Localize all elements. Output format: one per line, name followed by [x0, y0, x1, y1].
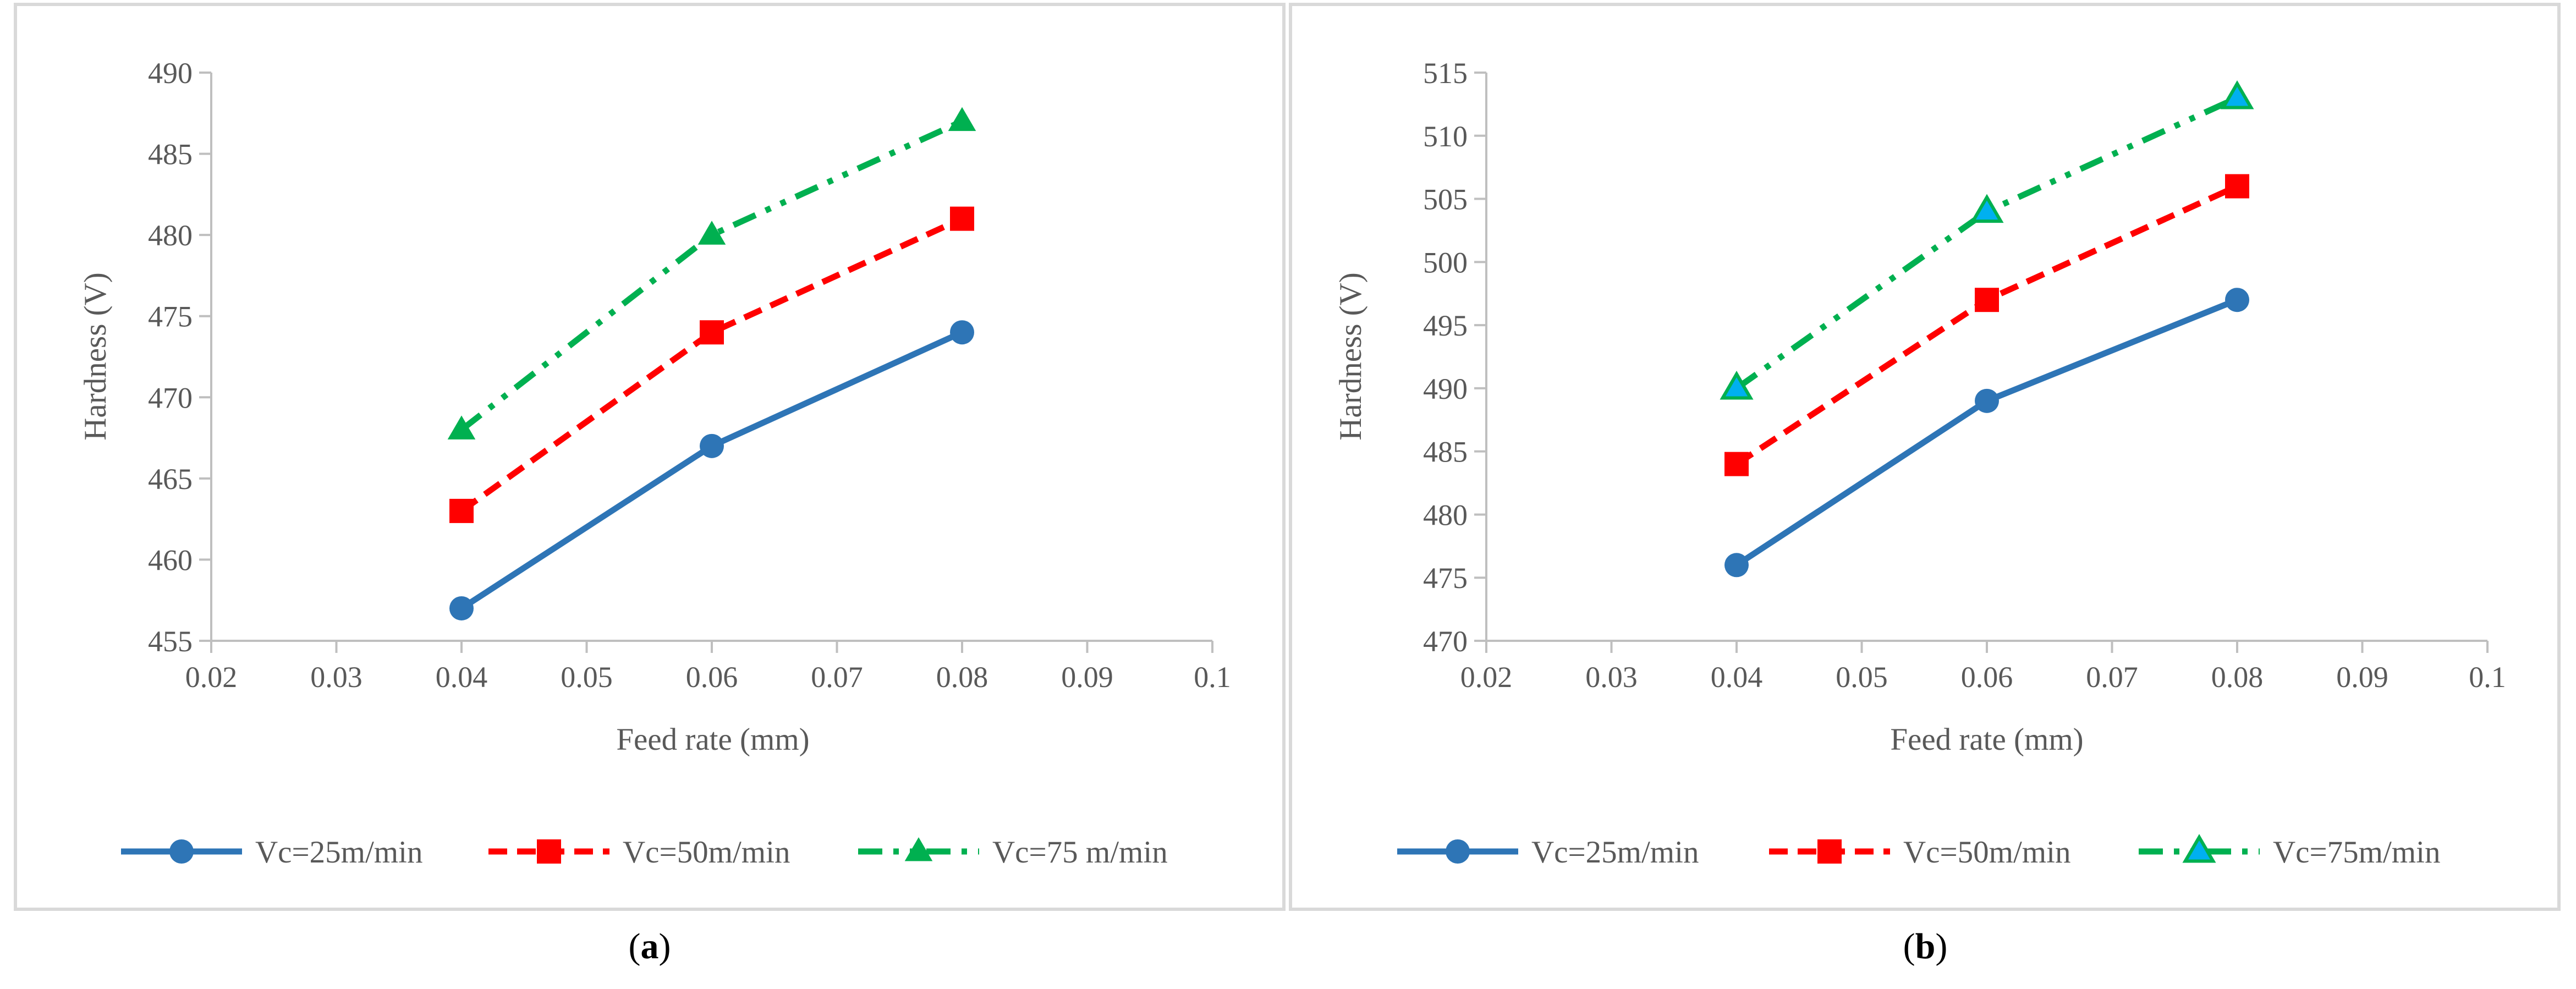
x-tick-label: 0.09 — [2336, 661, 2388, 694]
series-line — [1734, 95, 2239, 391]
x-tick-label: 0.02 — [1460, 661, 1513, 694]
x-axis-title: Feed rate (mm) — [616, 722, 809, 757]
data-point-square — [1817, 839, 1842, 864]
legend-label: Vc=25m/min — [255, 835, 422, 870]
caption-letter: a — [641, 926, 659, 966]
legend-label: Vc=25m/min — [1531, 835, 1699, 870]
data-point-circle — [2225, 288, 2249, 312]
y-tick-label: 455 — [148, 625, 193, 658]
data-point-circle — [700, 433, 724, 458]
data-point-circle — [1724, 553, 1749, 578]
x-tick-label: 0.08 — [936, 661, 988, 694]
caption-close-paren: ) — [659, 926, 671, 966]
caption-letter: b — [1915, 926, 1936, 966]
data-point-circle — [449, 596, 474, 620]
data-point-square — [1724, 452, 1749, 476]
data-point-square — [2225, 174, 2249, 199]
x-tick-label: 0.07 — [2086, 661, 2138, 694]
x-tick-label: 0.05 — [561, 661, 613, 694]
x-tick-label: 0.02 — [185, 661, 238, 694]
y-tick-label: 490 — [148, 57, 193, 90]
y-tick-label: 475 — [1423, 562, 1468, 595]
data-point-square — [537, 839, 561, 864]
chart-panel-b: Hardness (V) Feed rate (mm) 470 475 480 485… — [1289, 3, 2561, 966]
x-tick-label: 0.1 — [1194, 661, 1231, 694]
y-tick-label: 485 — [1423, 436, 1468, 469]
plot-area: 455 460 465 470 475 480 485 490 0.02 0.03 0.04 0.05… — [148, 57, 1231, 694]
x-tick-label: 0.06 — [1961, 661, 2013, 694]
data-point-triangle — [447, 415, 476, 439]
x-tick-label: 0.06 — [686, 661, 738, 694]
data-point-circle — [950, 320, 974, 345]
y-tick-label: 500 — [1423, 246, 1468, 279]
legend: Vc=25m/min Vc=50m/min Vc=75m/min — [1397, 834, 2440, 870]
x-tick-label: 0.09 — [1061, 661, 1113, 694]
data-point-square — [700, 320, 724, 345]
y-tick-label: 485 — [148, 138, 193, 171]
y-tick-label: 465 — [148, 463, 193, 496]
chart-panel-a: Hardness (V) Feed rate (mm) 455 460 465 470… — [14, 3, 1286, 966]
caption-open-paren: ( — [629, 926, 641, 966]
y-tick-label: 470 — [1423, 625, 1468, 658]
legend-label: Vc=50m/min — [1903, 835, 2070, 870]
y-tick-label: 480 — [148, 219, 193, 252]
x-tick-label: 0.08 — [2211, 661, 2264, 694]
data-point-square — [950, 206, 974, 231]
x-tick-label: 0.04 — [1711, 661, 1763, 694]
legend-label: Vc=50m/min — [623, 835, 790, 870]
y-tick-label: 475 — [148, 300, 193, 333]
legend: Vc=25m/min Vc=50m/min Vc=75 m/min — [121, 835, 1168, 870]
plot-area: 470 475 480 485 490 495 500 505 510 515 0.02 0.03 0.… — [1423, 57, 2506, 694]
x-tick-label: 0.05 — [1836, 661, 1888, 694]
y-tick-label: 505 — [1423, 183, 1468, 216]
series-line — [459, 216, 964, 514]
x-tick-label: 0.04 — [436, 661, 488, 694]
y-axis-title: Hardness (V) — [1333, 272, 1368, 440]
data-point-triangle — [948, 107, 976, 131]
data-point-triangle — [904, 837, 933, 861]
caption-open-paren: ( — [1903, 926, 1915, 966]
y-tick-label: 480 — [1423, 498, 1468, 531]
caption-close-paren: ) — [1935, 926, 1947, 966]
y-axis-title: Hardness (V) — [78, 272, 113, 440]
chart-area-border — [1289, 3, 2561, 911]
y-tick-label: 460 — [148, 543, 193, 576]
x-tick-label: 0.07 — [811, 661, 863, 694]
data-point-triangle — [2220, 80, 2254, 109]
data-point-triangle — [697, 221, 726, 245]
y-tick-label: 470 — [148, 381, 193, 414]
x-tick-label: 0.03 — [1585, 661, 1638, 694]
caption-a: (a) — [629, 926, 671, 966]
data-point-circle — [1446, 839, 1470, 864]
series-line — [459, 118, 964, 432]
legend-label: Vc=75 m/min — [992, 835, 1168, 870]
data-point-square — [1975, 288, 1999, 312]
data-point-triangle — [1720, 371, 1754, 400]
data-point-triangle — [1970, 194, 2004, 223]
data-point-circle — [1975, 388, 1999, 413]
data-point-circle — [169, 839, 194, 864]
legend-label: Vc=75m/min — [2273, 835, 2440, 870]
data-point-triangle — [2182, 834, 2216, 863]
caption-b: (b) — [1903, 926, 1948, 966]
y-tick-label: 515 — [1423, 57, 1468, 90]
y-tick-label: 510 — [1423, 120, 1468, 153]
x-tick-label: 0.03 — [310, 661, 362, 694]
data-point-square — [449, 498, 474, 523]
chart-area-border — [14, 3, 1286, 911]
x-axis-title: Feed rate (mm) — [1890, 722, 2083, 757]
y-tick-label: 495 — [1423, 309, 1468, 342]
y-tick-label: 490 — [1423, 372, 1468, 405]
x-tick-label: 0.1 — [2469, 661, 2506, 694]
